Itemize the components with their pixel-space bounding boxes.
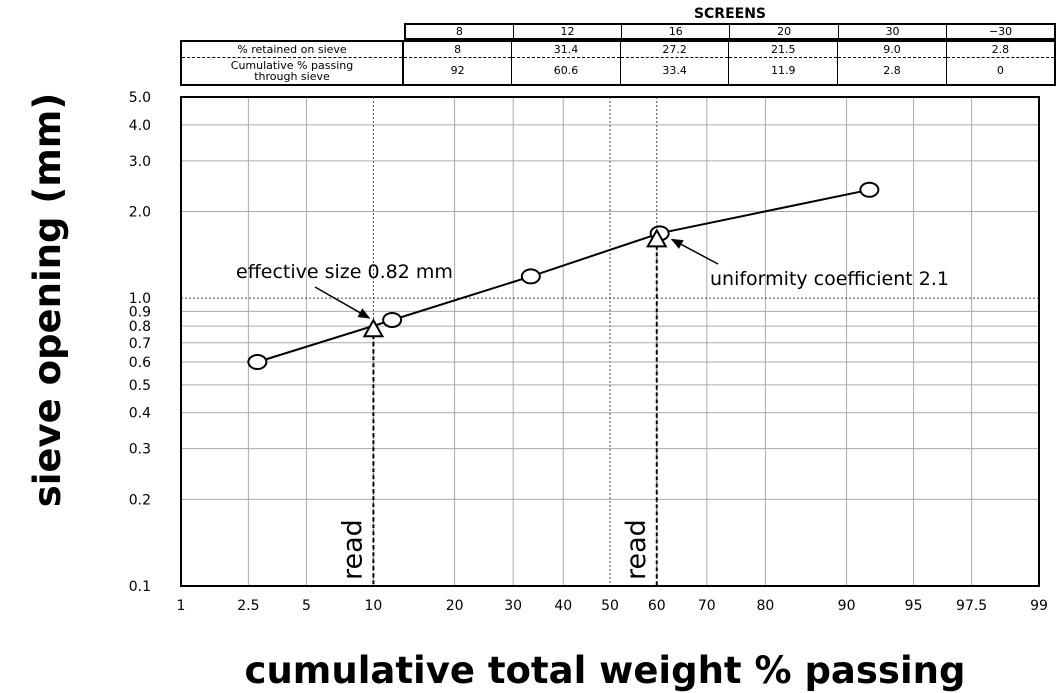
y-tick-label: 0.5 [129, 378, 151, 394]
x-tick-label: 10 [364, 598, 382, 614]
y-tick-label: 3.0 [129, 154, 151, 170]
x-tick-label: 70 [698, 598, 716, 614]
plot-frame [180, 96, 1040, 587]
x-tick-label: 1 [177, 598, 186, 614]
table-cell: 11.9 [728, 57, 839, 85]
x-tick-label: 5 [302, 598, 311, 614]
x-tick-label: 95 [905, 598, 923, 614]
row-label-line: Cumulative % passing [230, 58, 354, 72]
screen-cell: 16 [621, 24, 731, 39]
row-label-line: through sieve [254, 69, 330, 83]
screens-header-title: SCREENS [693, 6, 767, 22]
x-tick-label: 2.5 [237, 598, 259, 614]
x-tick-label: 30 [504, 598, 522, 614]
table-cell: 8 [403, 41, 513, 58]
x-tick-label: 97.5 [956, 598, 987, 614]
y-tick-label: 1.0 [129, 291, 151, 307]
read-label: read [337, 519, 368, 580]
table-row: Cumulative % passing through sieve 92 60… [181, 57, 1055, 85]
sieve-results-table: % retained on sieve 8 31.4 27.2 21.5 9.0… [180, 40, 1056, 86]
screen-cell: 8 [405, 24, 514, 39]
x-tick-label: 20 [446, 598, 464, 614]
row-label: Cumulative % passing through sieve [181, 57, 404, 85]
y-tick-label: 0.2 [129, 492, 151, 508]
table-cell: 31.4 [511, 41, 621, 58]
table-cell: 27.2 [620, 41, 730, 58]
effective-size-arrow [314, 286, 371, 319]
data-point [382, 311, 403, 328]
screen-cell: −30 [988, 25, 1013, 38]
y-tick-label: 2.0 [129, 205, 151, 221]
table-cell: 0 [996, 64, 1004, 78]
y-tick-label: 0.7 [129, 336, 151, 352]
x-tick-label: 80 [756, 598, 774, 614]
grid-lines [181, 97, 1039, 586]
table-cell: 33.4 [620, 57, 730, 85]
screens-table: 8 12 16 20 30 −30 [404, 23, 1056, 40]
uniformity-coefficient-annotation: uniformity coefficient 2.1 [710, 268, 949, 290]
row-label: % retained on sieve [181, 41, 404, 58]
axis-ticks: 1 2.5 5 10 20 30 40 50 60 70 80 90 95 97.5 99 0.1 0.2 0.3… [129, 90, 1048, 614]
y-tick-label: 0.6 [129, 355, 151, 371]
table-cell: 2.8 [837, 57, 947, 85]
read-guide-lines: read read [337, 245, 658, 586]
y-axis-label: sieve opening (mm) [26, 93, 69, 508]
y-tick-label: 4.0 [129, 118, 151, 134]
table-cell: 9.0 [837, 41, 947, 58]
read-point-marker [362, 318, 385, 338]
y-tick-label: 0.8 [129, 319, 151, 335]
uniformity-coefficient-arrow [670, 238, 719, 265]
screen-cell: 20 [729, 24, 839, 39]
x-tick-label: 99 [1030, 598, 1048, 614]
read-point-marker [646, 228, 668, 248]
table-cell: 2.8 [946, 41, 1055, 58]
data-point [520, 268, 541, 285]
sieve-data-table-region: SCREENS 8 12 16 20 30 −30 % retained on … [0, 0, 1057, 95]
screen-cell: 30 [838, 24, 948, 39]
x-tick-label: 50 [601, 598, 619, 614]
table-cell: 60.6 [511, 57, 621, 85]
x-tick-label: 40 [554, 598, 572, 614]
x-axis-label: cumulative total weight % passing [245, 649, 966, 692]
data-series [247, 181, 880, 371]
y-tick-label: 0.3 [129, 442, 151, 458]
annotations: effective size 0.82 mm uniformity coeffic… [236, 238, 949, 319]
y-tick-label: 0.4 [129, 406, 151, 422]
effective-size-annotation: effective size 0.82 mm [236, 261, 453, 283]
x-tick-label: 60 [648, 598, 666, 614]
table-cell: 92 [403, 57, 513, 85]
table-cell: 21.5 [728, 41, 839, 58]
y-tick-label: 5.0 [129, 90, 151, 106]
data-point [859, 181, 880, 198]
y-tick-label: 0.9 [129, 304, 151, 320]
y-tick-label: 0.1 [129, 579, 151, 595]
data-point [247, 354, 268, 371]
x-tick-label: 90 [838, 598, 856, 614]
table-row: % retained on sieve 8 31.4 27.2 21.5 9.0… [181, 41, 1055, 58]
screen-cell: 12 [513, 24, 623, 39]
screens-row: 8 12 16 20 30 −30 [405, 24, 1055, 39]
read-label: read [621, 519, 652, 580]
